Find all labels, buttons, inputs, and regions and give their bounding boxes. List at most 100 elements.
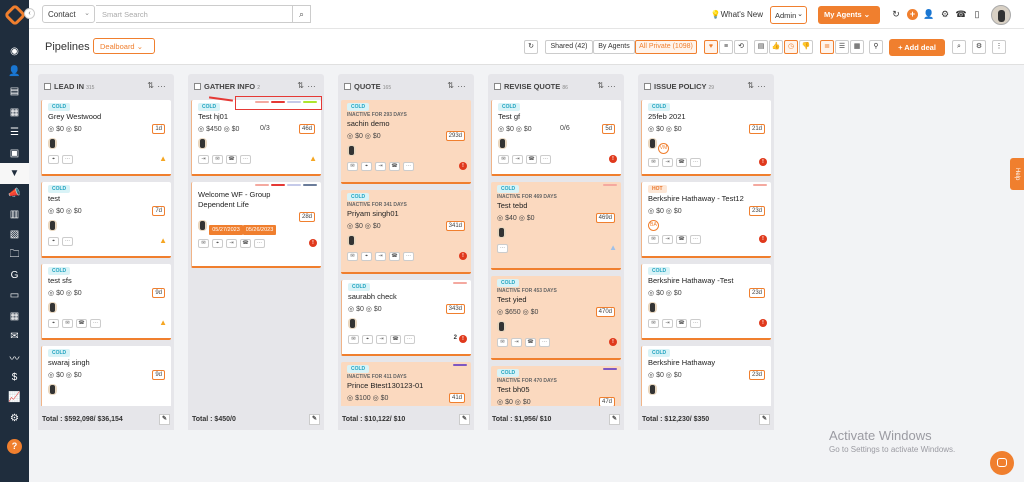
all-private-button[interactable]: All Private (1098) bbox=[635, 40, 697, 54]
edit-icon[interactable]: ✎ bbox=[309, 414, 320, 425]
more-icon[interactable]: … bbox=[307, 79, 316, 89]
email-icon[interactable]: ✉ bbox=[62, 319, 73, 328]
mobile-icon[interactable]: ▯ bbox=[974, 9, 980, 19]
phone-icon[interactable]: ☎ bbox=[389, 252, 400, 261]
phone-icon[interactable]: ☎ bbox=[390, 335, 401, 344]
deal-card[interactable]: Welcome WF - Group Dependent Life 28d 05… bbox=[191, 182, 321, 268]
deal-name[interactable]: Berkshire Hathaway - Test12 bbox=[648, 194, 744, 203]
edit-icon[interactable]: ✎ bbox=[609, 414, 620, 425]
sort-icon[interactable]: ⇅ bbox=[447, 81, 454, 90]
phone-icon[interactable]: ☎ bbox=[676, 158, 687, 167]
email-icon[interactable]: ✉ bbox=[347, 252, 358, 261]
edit-icon[interactable]: ✎ bbox=[459, 414, 470, 425]
login-icon[interactable]: ⇥ bbox=[198, 155, 209, 164]
more-icon[interactable]: … bbox=[607, 79, 616, 89]
reports-icon[interactable]: 📈 bbox=[8, 392, 21, 404]
phone-icon[interactable]: ☎ bbox=[76, 319, 87, 328]
sort-icon[interactable]: ⇅ bbox=[597, 81, 604, 90]
more-actions-icon[interactable]: ⋯ bbox=[539, 338, 550, 347]
email-icon[interactable]: ✉ bbox=[648, 158, 659, 167]
location-icon[interactable]: ⌖ bbox=[361, 162, 372, 171]
deal-card[interactable]: COLD 25feb 2021 ◎ $0 ◎ $0 21d VM ✉ ⇥ ☎ ⋯! bbox=[641, 100, 771, 176]
location-icon[interactable]: ⌖ bbox=[48, 155, 59, 164]
phone-icon[interactable]: ☎ bbox=[526, 155, 537, 164]
thumbs-up-icon[interactable]: 👍 bbox=[769, 40, 783, 54]
list-icon[interactable]: ☰ bbox=[10, 127, 19, 139]
select-column-checkbox[interactable] bbox=[494, 83, 501, 90]
role-select[interactable]: Admin ⌄ bbox=[770, 5, 807, 24]
documents-icon[interactable]: ▤ bbox=[9, 86, 20, 98]
login-icon[interactable]: ⇥ bbox=[375, 162, 386, 171]
agent-avatar[interactable] bbox=[48, 138, 57, 149]
agent-avatar[interactable] bbox=[348, 318, 357, 329]
login-icon[interactable]: ⇥ bbox=[376, 335, 387, 344]
deal-name[interactable]: Welcome WF - Group Dependent Life bbox=[198, 190, 271, 209]
more-actions-icon[interactable]: ⋯ bbox=[690, 235, 701, 244]
deal-name[interactable]: Test bh05 bbox=[497, 385, 530, 394]
agent-avatar[interactable] bbox=[347, 145, 356, 156]
agent-avatar[interactable] bbox=[48, 302, 57, 313]
more-actions-icon[interactable]: ⋯ bbox=[62, 155, 73, 164]
kanban-icon[interactable]: ▤ bbox=[754, 40, 768, 54]
email-icon[interactable]: ✉ bbox=[348, 335, 359, 344]
more-icon[interactable]: ⋮ bbox=[992, 40, 1006, 54]
more-actions-icon[interactable]: ⋯ bbox=[690, 319, 701, 328]
contacts-icon[interactable]: 👤 bbox=[8, 66, 21, 78]
more-actions-icon[interactable]: ⋯ bbox=[254, 239, 265, 248]
agent-avatar[interactable] bbox=[48, 220, 57, 231]
login-icon[interactable]: ⇥ bbox=[511, 338, 522, 347]
phone-icon[interactable]: ☎ bbox=[955, 9, 967, 19]
campaign-icon[interactable]: 📣 bbox=[8, 188, 21, 200]
more-icon[interactable]: … bbox=[457, 79, 466, 89]
login-icon[interactable]: ⇥ bbox=[375, 252, 386, 261]
login-icon[interactable]: ⇥ bbox=[512, 155, 523, 164]
deal-card[interactable]: COLD test sfs ◎ $0 ◎ $0 9d ⌖ ✉ ☎ ⋯ ▲ bbox=[41, 264, 171, 340]
deal-name[interactable]: Berkshire Hathaway bbox=[648, 358, 716, 367]
phone-icon[interactable]: ☎ bbox=[676, 235, 687, 244]
user-status-icon[interactable]: 👤 bbox=[923, 9, 935, 19]
notes-icon[interactable]: ▥ bbox=[9, 208, 20, 220]
more-icon[interactable]: … bbox=[757, 79, 766, 89]
deal-card[interactable]: COLD Berkshire Hathaway -Test ◎ $0 ◎ $0 2… bbox=[641, 264, 771, 340]
folder-icon[interactable]: 🗀 bbox=[9, 248, 20, 260]
login-icon[interactable]: ⇥ bbox=[226, 239, 237, 248]
phone-icon[interactable]: ☎ bbox=[389, 162, 400, 171]
deal-name[interactable]: Test yied bbox=[497, 295, 527, 304]
filter-icon[interactable]: ⚲ bbox=[869, 40, 883, 54]
sort-icon[interactable]: ⇅ bbox=[147, 81, 154, 90]
shared-button[interactable]: Shared (42) bbox=[545, 40, 593, 54]
login-icon[interactable]: ⇥ bbox=[662, 158, 673, 167]
phone-icon[interactable]: ☎ bbox=[676, 319, 687, 328]
deal-name[interactable]: 25feb 2021 bbox=[648, 112, 686, 121]
agent-avatar[interactable] bbox=[198, 220, 207, 231]
deal-name[interactable]: Grey Westwood bbox=[48, 112, 102, 121]
email-icon[interactable]: ✉ bbox=[198, 239, 209, 248]
calendar-icon[interactable]: ▦ bbox=[9, 310, 20, 322]
deal-name[interactable]: test sfs bbox=[48, 276, 72, 285]
edit-icon[interactable]: ✎ bbox=[159, 414, 170, 425]
deal-name[interactable]: Test gf bbox=[498, 112, 521, 121]
deal-card[interactable]: COLD INACTIVE FOR 470 DAYS Test bh05 ◎ $… bbox=[491, 366, 621, 406]
compact-view-icon[interactable]: ≣ bbox=[820, 40, 834, 54]
more-actions-icon[interactable]: ⋯ bbox=[403, 252, 414, 261]
agent-avatar[interactable] bbox=[198, 138, 207, 149]
select-column-checkbox[interactable] bbox=[194, 83, 201, 90]
location-icon[interactable]: ⌖ bbox=[48, 237, 59, 246]
clock-icon[interactable]: ◷ bbox=[784, 40, 798, 54]
deal-name[interactable]: Test tebd bbox=[497, 201, 528, 210]
agent-avatar[interactable] bbox=[648, 138, 657, 149]
chat-icon[interactable] bbox=[990, 451, 1014, 475]
deal-card[interactable]: COLD INACTIVE FOR 469 DAYS Test tebd ◎ $… bbox=[491, 182, 621, 270]
history-icon[interactable]: ⟲ bbox=[734, 40, 748, 54]
deal-name[interactable]: Test hj01 bbox=[198, 112, 229, 121]
deal-card[interactable]: COLD Grey Westwood ◎ $0 ◎ $0 1d ⌖ ⋯ ▲ bbox=[41, 100, 171, 176]
deal-name[interactable]: saurabh check bbox=[348, 292, 397, 301]
deal-name[interactable]: Prince Btest130123-01 bbox=[347, 381, 424, 390]
more-actions-icon[interactable]: ⋯ bbox=[240, 155, 251, 164]
settings-icon[interactable]: ⚙ bbox=[940, 9, 950, 19]
email-icon[interactable]: ✉ bbox=[497, 338, 508, 347]
by-agents-button[interactable]: By Agents bbox=[593, 40, 635, 54]
dollar-icon[interactable]: $ bbox=[11, 371, 18, 383]
settings-icon[interactable]: ⚙ bbox=[972, 40, 986, 54]
pipelines-icon[interactable]: ▼ bbox=[0, 163, 29, 184]
